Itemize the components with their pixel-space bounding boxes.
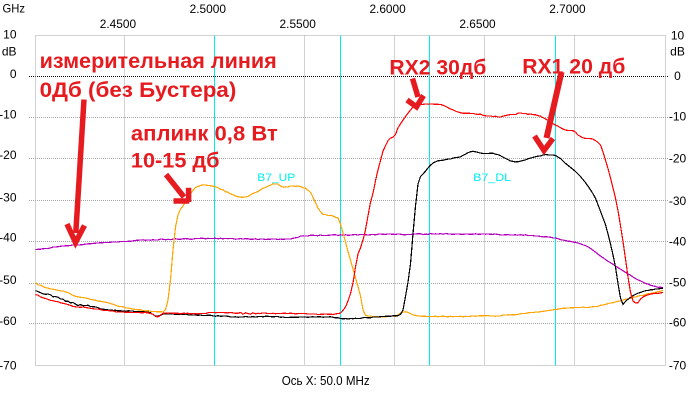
- svg-text:-10: -10: [0, 107, 17, 121]
- svg-text:0: 0: [10, 67, 17, 81]
- svg-text:измерительная линия: измерительная линия: [40, 49, 277, 73]
- svg-text:10: 10: [3, 27, 17, 41]
- svg-text:2.6500: 2.6500: [459, 17, 496, 31]
- svg-text:-60: -60: [0, 314, 17, 328]
- svg-text:10: 10: [671, 29, 685, 43]
- svg-text:2.4500: 2.4500: [100, 17, 137, 31]
- svg-text:-70: -70: [0, 359, 17, 373]
- svg-text:RX1 20 дб: RX1 20 дб: [522, 55, 625, 79]
- svg-text:B7_DL: B7_DL: [473, 172, 511, 184]
- svg-text:2.5500: 2.5500: [280, 17, 317, 31]
- svg-text:dB: dB: [2, 44, 17, 58]
- svg-text:-60: -60: [669, 315, 687, 329]
- svg-text:-30: -30: [669, 194, 687, 208]
- svg-text:10-15 дб: 10-15 дб: [131, 149, 220, 173]
- svg-text:2.5000: 2.5000: [190, 2, 227, 16]
- svg-text:-10: -10: [669, 110, 687, 124]
- svg-text:Ось X: 50.0 MHz: Ось X: 50.0 MHz: [282, 373, 370, 388]
- svg-text:-70: -70: [669, 359, 687, 373]
- svg-text:0: 0: [674, 69, 681, 83]
- svg-text:-40: -40: [669, 235, 687, 249]
- svg-text:2.7000: 2.7000: [549, 2, 586, 16]
- svg-text:-50: -50: [0, 273, 17, 287]
- svg-text:-20: -20: [669, 152, 687, 166]
- svg-text:-40: -40: [0, 230, 17, 244]
- svg-text:B7_UP: B7_UP: [257, 172, 295, 184]
- svg-text:RX2 30дб: RX2 30дб: [389, 56, 486, 80]
- svg-text:-20: -20: [0, 148, 17, 162]
- svg-text:2.6000: 2.6000: [369, 2, 406, 16]
- svg-text:GHz: GHz: [3, 2, 26, 16]
- svg-text:dB: dB: [670, 44, 685, 58]
- svg-text:-30: -30: [0, 190, 17, 204]
- svg-text:аплинк 0,8 Вт: аплинк 0,8 Вт: [131, 122, 278, 146]
- svg-text:0Дб (без Бустера): 0Дб (без Бустера): [40, 78, 237, 102]
- svg-text:-50: -50: [669, 275, 687, 289]
